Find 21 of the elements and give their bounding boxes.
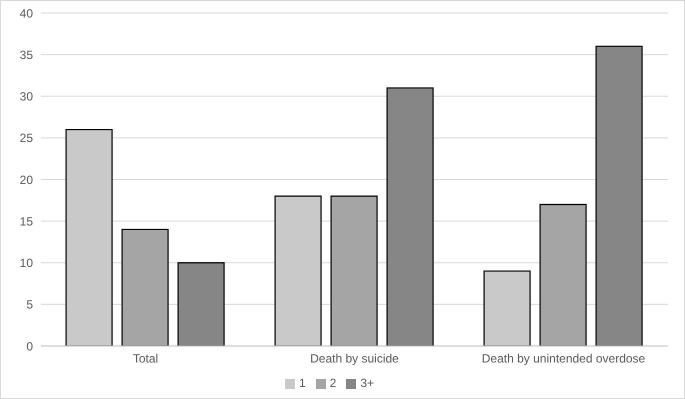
y-tick-label: 10 (20, 256, 34, 270)
x-tick-label: Death by suicide (310, 352, 400, 366)
y-tick-label: 25 (20, 131, 34, 146)
bar (330, 196, 378, 346)
legend-label: 1 (298, 376, 306, 390)
bar (386, 87, 434, 346)
legend-label: 3+ (360, 376, 374, 390)
y-tick-label: 30 (20, 90, 34, 104)
y-tick-label: 20 (20, 172, 34, 187)
legend-label: 2 (330, 376, 336, 390)
bar (121, 228, 169, 346)
y-tick-label: 0 (26, 339, 34, 354)
bar (177, 262, 225, 346)
bar (595, 46, 643, 346)
y-tick-label: 5 (26, 298, 34, 312)
x-tick-label: Total (132, 352, 158, 366)
x-tick-label: Death by unintended overdose (482, 352, 646, 366)
bar (539, 204, 587, 346)
y-tick-label: 35 (20, 48, 34, 62)
y-tick-label: 15 (20, 214, 34, 228)
y-tick-label: 40 (20, 6, 34, 20)
